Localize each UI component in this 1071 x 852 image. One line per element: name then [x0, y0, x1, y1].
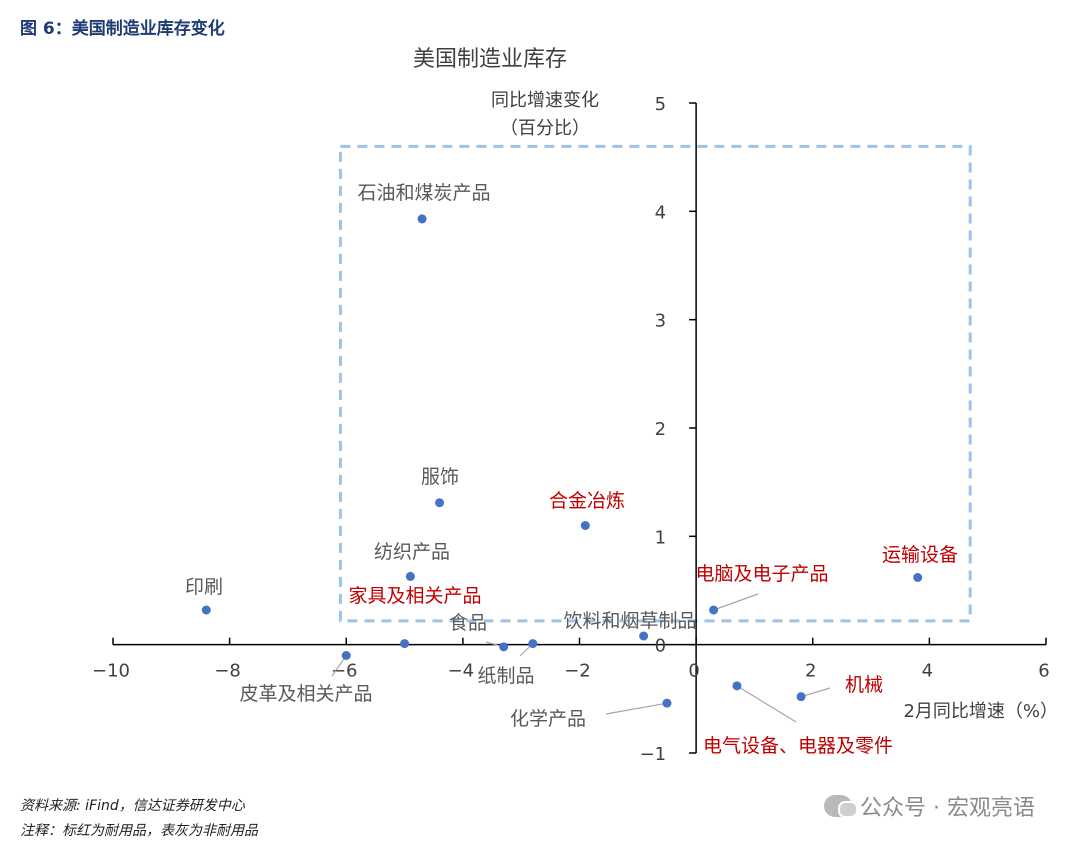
data-label: 服饰: [421, 466, 459, 488]
data-point: [405, 571, 415, 581]
wechat-icon: [824, 795, 859, 818]
y-tick-label: 0: [655, 636, 666, 657]
x-tick-label: −6: [331, 661, 358, 682]
y-tick-label: 1: [655, 527, 666, 548]
data-point: [580, 521, 590, 530]
y-tick-label: 2: [655, 419, 666, 440]
leader-line: [800, 687, 831, 698]
data-point: [201, 605, 211, 615]
x-tick-label: 2: [805, 661, 816, 682]
y-tick-label: 5: [655, 94, 666, 115]
watermark-text: 公众号 · 宏观亮语: [860, 796, 1035, 821]
data-point: [796, 692, 806, 702]
figure-title: 图 6：美国制造业库存变化: [20, 19, 225, 39]
data-point: [913, 573, 923, 582]
leader-line: [605, 702, 668, 715]
data-label: 食品: [449, 612, 487, 634]
source-note: 资料来源: iFind，信达证券研发中心: [20, 798, 245, 814]
data-label: 皮革及相关产品: [239, 683, 372, 705]
x-tick-label: −4: [448, 661, 475, 682]
data-point: [417, 214, 427, 224]
data-label: 石油和煤炭产品: [357, 182, 490, 204]
data-label: 饮料和烟草制品: [563, 610, 696, 632]
data-label: 化学产品: [510, 708, 586, 730]
leader-line: [736, 685, 797, 723]
x-tick-label: 6: [1038, 661, 1049, 682]
chart-title: 美国制造业库存: [413, 47, 567, 72]
data-point: [400, 639, 410, 649]
x-tick-label: −10: [92, 661, 130, 682]
data-label: 纸制品: [477, 665, 534, 687]
y-tick-label: 4: [655, 202, 666, 223]
y-tick-label: 3: [655, 311, 666, 332]
data-label: 机械: [845, 674, 883, 696]
watermark: 公众号 · 宏观亮语: [824, 790, 1035, 822]
x-tick-label: −8: [214, 661, 241, 682]
y-axis-label: （百分比）: [500, 118, 590, 139]
x-tick-label: 4: [922, 661, 933, 682]
data-label: 纺织产品: [374, 541, 450, 563]
data-label: 家具及相关产品: [348, 585, 481, 607]
color-note: 注释：标红为耐用品，表灰为非耐用品: [20, 823, 258, 839]
data-label: 合金冶炼: [549, 490, 625, 512]
data-label: 运输设备: [882, 544, 958, 566]
highlight-box: [338, 144, 972, 623]
data-label: 电脑及电子产品: [695, 563, 828, 585]
x-tick-label: 0: [688, 661, 699, 682]
data-point: [639, 631, 649, 641]
x-tick-label: −2: [564, 661, 591, 682]
y-tick-label: −1: [640, 744, 667, 765]
data-point: [732, 681, 742, 691]
data-point: [435, 498, 445, 508]
y-axis-label: 同比增速变化: [491, 90, 599, 111]
data-point: [662, 698, 672, 708]
x-axis-label: 2月同比增速（%）: [903, 701, 1058, 722]
data-point: [528, 639, 538, 649]
data-point: [499, 642, 509, 652]
data-label: 印刷: [185, 576, 223, 598]
data-point: [341, 651, 351, 660]
leader-line: [713, 593, 759, 611]
data-label: 电气设备、电器及零件: [703, 735, 893, 757]
data-point: [709, 605, 719, 615]
